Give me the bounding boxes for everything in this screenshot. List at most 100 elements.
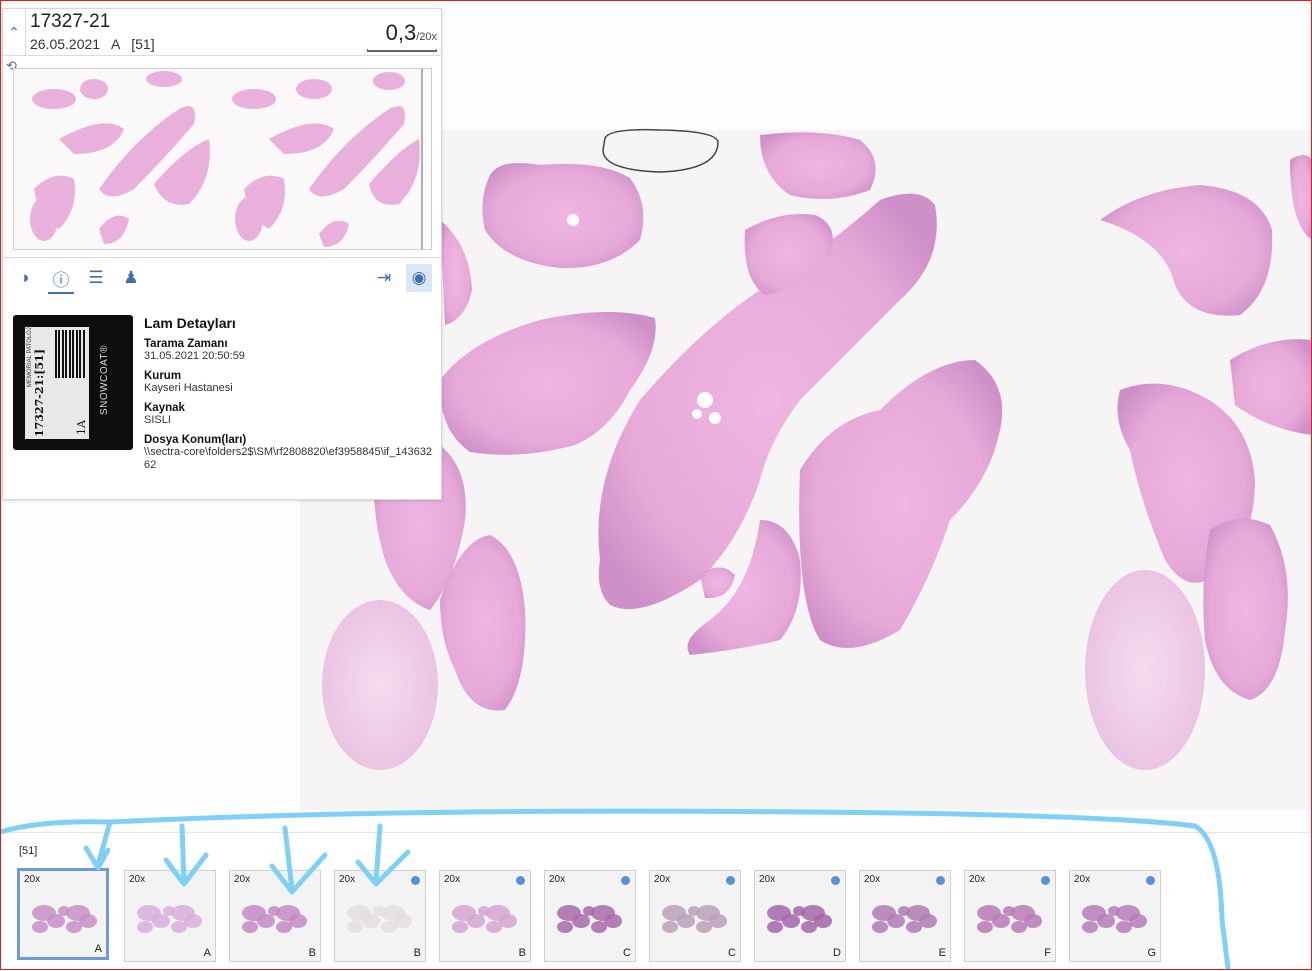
label-paper: MEMORIAL PATOLOJI 17327-21:[51] 1A xyxy=(25,326,89,439)
thumbnail-tissue xyxy=(696,921,712,933)
panel-toolbar: ◗ ⓘ ☰ ♟ ⇥ ◉ xyxy=(3,261,441,295)
thumbnail-block-letter: F xyxy=(1044,947,1051,959)
label-code: 17327-21:[51] xyxy=(33,349,46,437)
thumbnail-tissue xyxy=(163,906,175,916)
adjust-sliders-icon[interactable]: ☰ xyxy=(88,268,104,287)
thumbnail-tissue xyxy=(1011,921,1027,933)
case-slide-count: [51] xyxy=(131,36,155,52)
thumbnail-tissue xyxy=(872,921,888,933)
thumbnail-tissue xyxy=(1082,921,1098,933)
info-icon[interactable]: ⓘ xyxy=(48,264,74,294)
institution-label: Kurum xyxy=(144,370,182,382)
thumbnail-tissue xyxy=(242,921,258,933)
thumbnail-tissue xyxy=(662,921,678,933)
sync-navigation-icon[interactable]: ⇥ xyxy=(376,268,392,287)
thumbnail-image xyxy=(662,905,727,933)
tissue-sections xyxy=(322,128,1312,770)
users-icon[interactable]: ♟ xyxy=(123,268,139,287)
thumbnail-tissue xyxy=(478,906,490,916)
slide-thumbnail[interactable]: 20x C xyxy=(649,870,741,962)
label-icon[interactable]: ◗ xyxy=(20,268,32,287)
thumbnail-tissue xyxy=(782,914,800,928)
thumbnail-tissue xyxy=(801,921,817,933)
slide-thumbnail[interactable]: 20x B xyxy=(334,870,426,962)
tissue-fragment xyxy=(799,360,1003,648)
slide-thumbnail[interactable]: 20x A xyxy=(124,870,216,962)
rotate-icon[interactable]: ⟲ xyxy=(6,58,17,73)
slide-thumbnail[interactable]: 20x C xyxy=(544,870,636,962)
thumbnail-block-letter: B xyxy=(518,947,526,959)
thumbnail-tissue xyxy=(767,921,783,933)
thumbnail-tissue xyxy=(572,914,590,928)
collapse-panel-button[interactable]: ⌃ xyxy=(3,9,26,55)
thumbnail-magnification: 20x xyxy=(129,874,146,885)
thumbnail-tissue xyxy=(688,906,700,916)
slide-thumbnail[interactable]: 20x B xyxy=(439,870,531,962)
overview-tissue xyxy=(30,69,423,249)
thumbnail-image xyxy=(242,905,307,933)
unviewed-indicator-icon xyxy=(726,876,735,885)
thumbnail-magnification: 20x xyxy=(864,874,881,885)
thumbnail-tissue xyxy=(486,921,502,933)
slide-thumbnail[interactable]: 20x D xyxy=(754,870,846,962)
thumbnail-image xyxy=(347,905,412,933)
file-location-label: Dosya Konum(ları) xyxy=(144,434,247,446)
tissue-fragment xyxy=(598,193,937,610)
case-id: 17327-21 xyxy=(30,11,111,32)
label-brand: SNOWCOAT® xyxy=(99,344,110,415)
panel-header: ⌃ 17327-21 26.05.2021 A [51] 0,3/20x xyxy=(3,9,441,56)
unviewed-indicator-icon xyxy=(516,876,525,885)
zoom-scale-bar xyxy=(367,49,437,52)
thumbnail-tissue xyxy=(677,914,695,928)
slide-thumbnail[interactable]: 20x A xyxy=(17,868,109,960)
slide-overview[interactable] xyxy=(13,68,432,250)
thumbnail-tissue xyxy=(992,914,1010,928)
slide-viewer[interactable] xyxy=(0,0,1312,832)
label-block: 1A xyxy=(75,420,88,435)
slide-thumbnail[interactable]: 20x F xyxy=(964,870,1056,962)
tissue-fragment-pale xyxy=(322,600,438,770)
tissue-fragment xyxy=(687,520,801,655)
slide-details: Lam Detayları Tarama Zamanı 31.05.2021 2… xyxy=(144,315,436,479)
tissue-fragment xyxy=(1203,518,1288,700)
thumbnail-magnification: 20x xyxy=(654,874,671,885)
thumbnail-tissue xyxy=(906,921,922,933)
thumbnail-tissue xyxy=(1097,914,1115,928)
thumbnail-magnification: 20x xyxy=(759,874,776,885)
slide-thumbnail[interactable]: 20x G xyxy=(1069,870,1161,962)
thumbnail-magnification: 20x xyxy=(1074,874,1091,885)
thumbnail-block-letter: E xyxy=(938,947,946,959)
case-date: 26.05.2021 xyxy=(30,36,101,52)
unviewed-indicator-icon xyxy=(621,876,630,885)
thumbnail-tissue xyxy=(793,906,805,916)
thumbnail-block-letter: D xyxy=(833,947,841,959)
thumbnail-tissue xyxy=(66,921,82,933)
visibility-icon[interactable]: ◉ xyxy=(406,264,432,292)
details-title: Lam Detayları xyxy=(144,315,236,331)
zoom-indicator[interactable]: 0,3/20x xyxy=(367,20,437,52)
case-meta: 26.05.2021 A [51] xyxy=(30,36,155,52)
tissue-fragment xyxy=(440,535,526,711)
thumbnail-image xyxy=(872,905,937,933)
slide-label-photo: MEMORIAL PATOLOJI 17327-21:[51] 1A SNOWC… xyxy=(13,315,133,450)
tissue-fragment xyxy=(744,214,833,295)
slide-thumbnail[interactable]: 20x E xyxy=(859,870,951,962)
tissue-fragment xyxy=(439,311,656,455)
tissue-fragment xyxy=(1290,155,1312,240)
source-label: Kaynak xyxy=(144,402,185,414)
tissue-fragment xyxy=(760,132,876,199)
thumbnail-tissue xyxy=(381,921,397,933)
thumbnail-tissue xyxy=(452,921,468,933)
tissue-fragment xyxy=(1230,339,1312,435)
slide-marker-outline xyxy=(602,128,719,173)
tissue-fragment xyxy=(440,220,472,325)
slide-thumbnail[interactable]: 20x B xyxy=(229,870,321,962)
thumbnail-image xyxy=(1082,905,1147,933)
divider xyxy=(3,257,441,258)
thumbnail-tissue xyxy=(1003,906,1015,916)
thumbnail-tissue xyxy=(171,921,187,933)
thumbnail-tissue xyxy=(467,914,485,928)
thumbnail-tissue xyxy=(583,906,595,916)
tissue-fragment xyxy=(700,567,735,599)
thumbnail-tissue xyxy=(362,914,380,928)
